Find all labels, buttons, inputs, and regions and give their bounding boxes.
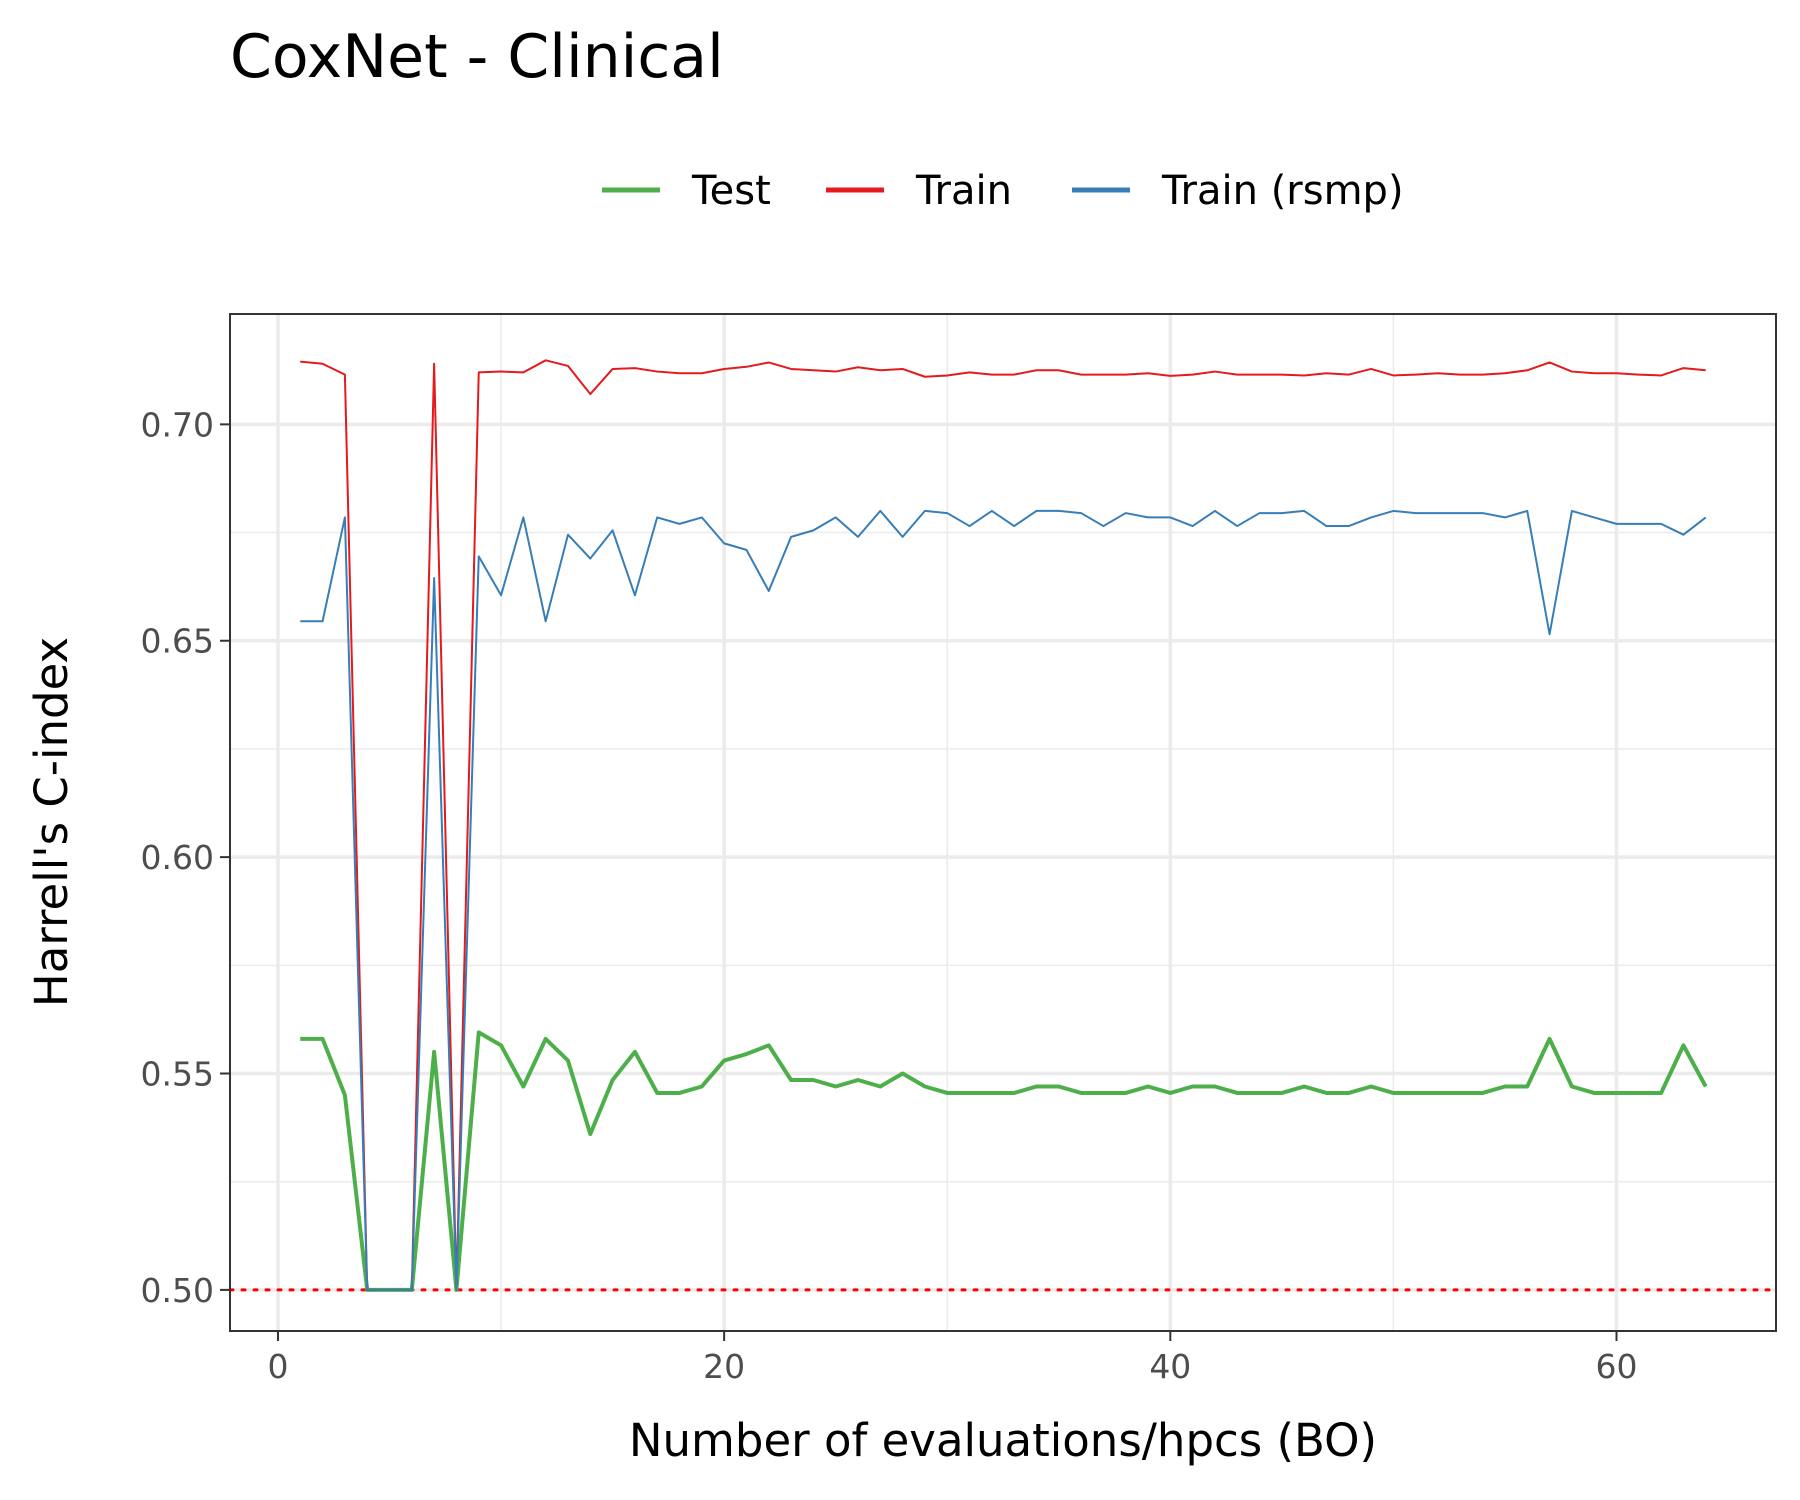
y-axis-title: Harrell's C-index	[25, 637, 78, 1007]
x-tick-label: 40	[1149, 1347, 1191, 1386]
y-tick-label: 0.50	[141, 1271, 214, 1310]
series-line-train	[300, 359, 1706, 1291]
y-tick-label: 0.55	[141, 1055, 214, 1094]
y-axis: 0.50 0.55 0.60 0.65 0.70	[141, 405, 230, 1310]
chart-title: CoxNet - Clinical	[230, 22, 724, 92]
y-tick-label: 0.60	[141, 838, 214, 877]
series-line-train-rsmp	[300, 509, 1707, 1291]
x-tick-label: 0	[267, 1347, 288, 1386]
legend-label: Train (rsmp)	[1161, 168, 1404, 214]
legend-label: Test	[691, 168, 771, 214]
series-group	[300, 359, 1708, 1292]
grid	[230, 314, 1776, 1331]
legend-label: Train	[915, 168, 1012, 214]
legend: Test Train Train (rsmp)	[602, 168, 1404, 214]
x-axis-title: Number of evaluations/hpcs (BO)	[629, 1414, 1377, 1467]
x-axis: 0 20 40 60	[267, 1331, 1637, 1386]
series-line-test	[300, 1030, 1708, 1292]
plot-border	[229, 313, 1777, 1332]
x-tick-label: 20	[703, 1347, 745, 1386]
y-tick-label: 0.70	[141, 405, 214, 444]
plot-panel	[230, 314, 1776, 1331]
y-tick-label: 0.65	[141, 622, 214, 661]
x-tick-label: 60	[1595, 1347, 1637, 1386]
